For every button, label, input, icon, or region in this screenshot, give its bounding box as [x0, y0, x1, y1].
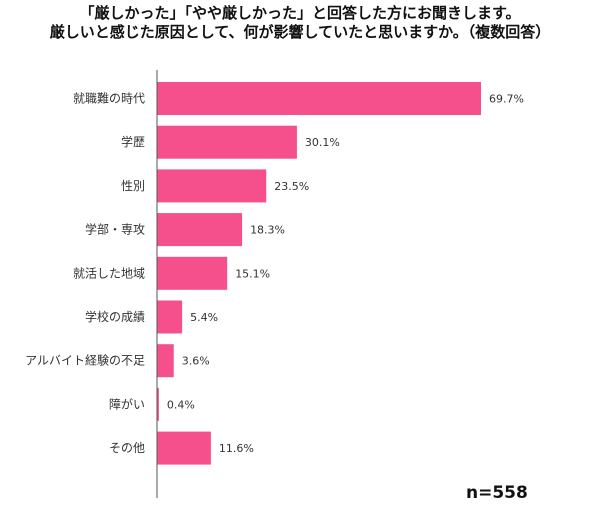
value-label-0: 69.7% [489, 93, 524, 106]
sample-size-note: n=558 [466, 483, 528, 503]
value-label-2: 23.5% [274, 180, 309, 193]
category-label-1: 学歴 [121, 134, 145, 149]
value-label-3: 18.3% [250, 224, 285, 237]
value-label-4: 15.1% [235, 267, 270, 280]
bar-2 [157, 169, 267, 203]
bar-3 [157, 213, 243, 247]
value-label-7: 0.4% [167, 398, 195, 411]
category-label-3: 学部・専攻 [85, 222, 145, 237]
category-label-4: 就活した地域 [73, 266, 145, 280]
bar-6 [157, 344, 174, 378]
chart-title: 「厳しかった」「やや厳しかった」と回答した方にお聞きします。 厳しいと感じた原因… [0, 4, 600, 42]
chart-title-line-1: 「厳しかった」「やや厳しかった」と回答した方にお聞きします。 [79, 4, 521, 22]
category-label-2: 性別 [121, 179, 145, 193]
bars-group: 就職難の時代 69.7% 学歴 30.1% 性別 23.5% 学部・専攻 18.3% 就活した地… [25, 82, 524, 465]
bar-4 [157, 256, 228, 290]
category-label-6: アルバイト経験の不足 [25, 353, 145, 368]
chart-title-line-2: 厳しいと感じた原因として、何が影響していたと思いますか。（複数回答） [49, 23, 551, 41]
bar-8 [157, 431, 211, 465]
category-label-0: 就職難の時代 [73, 91, 145, 106]
category-label-8: その他 [109, 441, 145, 455]
category-label-7: 障がい [109, 396, 145, 411]
value-label-6: 3.6% [182, 355, 210, 368]
value-label-8: 11.6% [219, 442, 254, 455]
value-label-5: 5.4% [190, 311, 218, 324]
value-label-1: 30.1% [305, 136, 340, 149]
bar-5 [157, 300, 183, 334]
bar-7 [157, 387, 159, 421]
bar-1 [157, 125, 297, 159]
category-label-5: 学校の成績 [85, 309, 145, 324]
bar-0 [157, 82, 481, 115]
